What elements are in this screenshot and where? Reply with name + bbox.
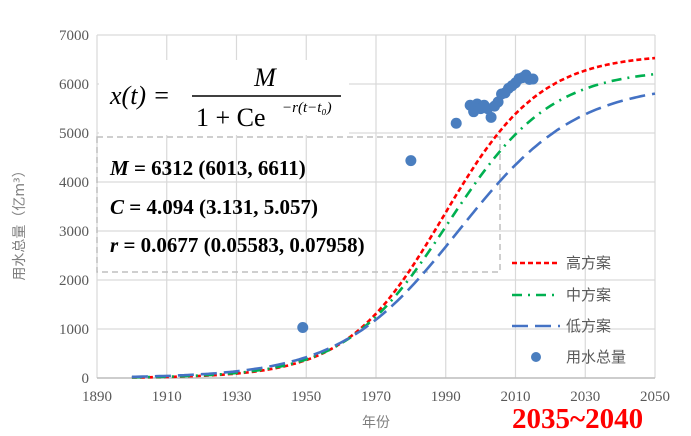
x-axis-ticks: 1890 1910 1930 1950 1970 1990 2010 2030 2050 (82, 389, 670, 405)
series-line-1 (131, 72, 656, 379)
legend-item-mid: 中方案 (512, 286, 611, 304)
param-r: r = 0.0677 (0.05583, 0.07958) (110, 233, 365, 257)
legend-label-observed: 用水总量 (566, 348, 626, 366)
data-point (527, 73, 539, 85)
formula-lhs: x(t) = (109, 81, 170, 110)
x-tick-label: 1950 (291, 389, 321, 405)
param-c: C = 4.094 (3.131, 5.057) (110, 195, 318, 219)
y-tick-label: 5000 (59, 126, 89, 142)
param-m: M = 6312 (6013, 6611) (109, 156, 306, 180)
formula-denominator: 1 + Ce (196, 103, 266, 132)
x-tick-label: 2010 (501, 389, 531, 405)
y-tick-label: 1000 (59, 322, 89, 338)
legend-item-low: 低方案 (512, 317, 611, 335)
series-line-0 (131, 56, 656, 379)
y-axis-title: 用水总量（亿m³） (12, 163, 28, 280)
x-tick-label: 2050 (640, 389, 670, 405)
formula-numerator: M (253, 63, 277, 92)
data-point (297, 321, 309, 333)
data-point (405, 155, 417, 167)
x-tick-label: 1890 (82, 389, 112, 405)
legend-item-observed: 用水总量 (531, 348, 626, 366)
forecast-period-stamp: 2035~2040 (512, 403, 643, 435)
y-tick-label: 3000 (59, 224, 89, 240)
y-tick-label: 2000 (59, 273, 89, 289)
data-point (450, 117, 462, 129)
y-tick-label: 7000 (59, 28, 89, 44)
y-tick-label: 4000 (59, 175, 89, 191)
x-tick-label: 1930 (222, 389, 252, 405)
x-tick-label: 1990 (431, 389, 461, 405)
logistic-formula: x(t) = M 1 + Ce −r(t−t₀) (99, 60, 349, 135)
parameter-box (96, 136, 501, 273)
legend-item-high: 高方案 (512, 254, 611, 272)
x-tick-label: 1970 (361, 389, 391, 405)
y-axis-ticks: 0 1000 2000 3000 4000 5000 6000 7000 (59, 28, 89, 387)
x-tick-label: 2030 (570, 389, 600, 405)
legend-label-mid: 中方案 (566, 286, 611, 304)
legend-label-high: 高方案 (566, 254, 611, 272)
legend: 高方案 中方案 低方案 用水总量 (512, 254, 626, 366)
fit-parameters: M = 6312 (6013, 6611) C = 4.094 (3.131, … (109, 156, 365, 257)
series-layer (131, 56, 656, 379)
legend-label-low: 低方案 (566, 317, 611, 335)
y-tick-label: 0 (82, 371, 90, 387)
data-point (485, 111, 497, 123)
x-tick-label: 1910 (152, 389, 182, 405)
y-tick-label: 6000 (59, 77, 89, 93)
formula-exponent: −r(t−t₀) (282, 100, 332, 116)
series-line-2 (131, 92, 656, 379)
x-axis-title: 年份 (362, 415, 390, 431)
